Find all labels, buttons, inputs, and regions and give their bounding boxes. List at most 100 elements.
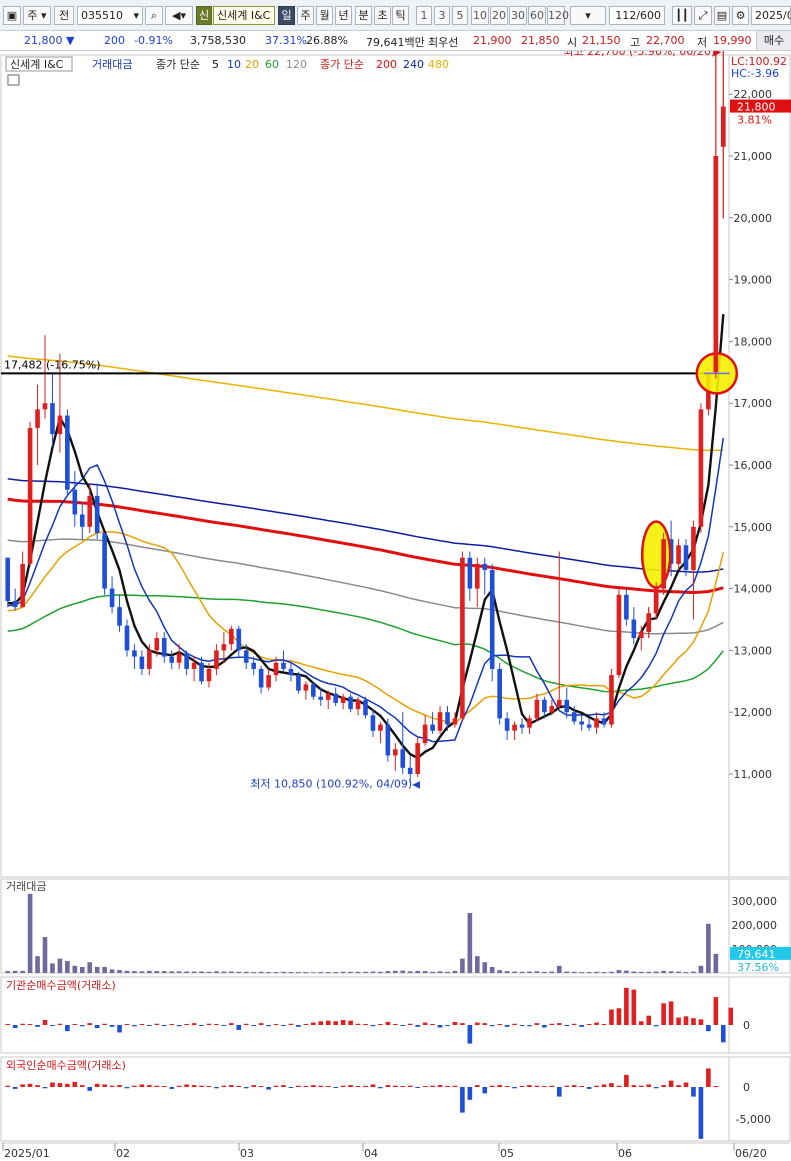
foreign-bar (229, 1085, 234, 1087)
volume-bar (698, 965, 704, 973)
candle-body (318, 696, 324, 700)
candle-body (698, 409, 704, 527)
institution-bar (683, 1016, 689, 1025)
institution-bar (504, 1025, 510, 1027)
institution-bar (191, 1023, 197, 1025)
ma480-line (7, 355, 724, 452)
interval-button-5[interactable]: 30 (509, 6, 527, 25)
candle-body (594, 718, 599, 728)
new-badge: 신 (196, 6, 212, 25)
candle-body (206, 668, 212, 682)
volume-bar (661, 970, 666, 973)
volume-bar (50, 963, 55, 973)
candle-body (437, 712, 443, 731)
stock-name-field[interactable]: 신세계 I&C (213, 6, 275, 25)
foreign-tick-label: -5,000 (736, 1113, 771, 1126)
expand-icon[interactable]: ⤢ (694, 6, 712, 25)
candle-body (348, 696, 353, 710)
period-tab-0[interactable]: 일 (278, 6, 295, 25)
volume-bar (400, 970, 406, 973)
candle-body (638, 631, 644, 639)
period-tab-2[interactable]: 월 (316, 6, 333, 25)
chevron-down-icon[interactable]: ▾ (133, 9, 139, 22)
institution-bar (355, 1023, 361, 1025)
foreign-bar (609, 1083, 614, 1087)
buy-button[interactable]: 매수 (756, 31, 791, 50)
volume-bar (437, 971, 443, 973)
institution-bar (325, 1020, 331, 1025)
gear-icon[interactable]: ⚙ (732, 6, 749, 25)
period-tab-3[interactable]: 년 (335, 6, 352, 25)
institution-bar (206, 1023, 212, 1025)
stock-code-input[interactable]: 035510 ▾ (77, 6, 143, 25)
legend-ma-long-240: 240 (403, 58, 424, 71)
volume-bar (206, 971, 212, 973)
interval-select[interactable]: ▾ (570, 6, 606, 25)
candle-body (474, 563, 480, 589)
jeon-button[interactable]: 전 (54, 6, 74, 25)
count-field[interactable]: 112/600 (609, 6, 665, 25)
volume-bar (281, 971, 286, 973)
market-type-select[interactable]: 주 ▾ (23, 6, 51, 25)
interval-button-3[interactable]: 10 (471, 6, 489, 25)
candle-body (601, 718, 607, 725)
volume-bar (713, 953, 719, 973)
volume-bar (527, 971, 532, 973)
volume-bar (452, 970, 458, 973)
institution-bar (415, 1025, 420, 1027)
period-tab-6[interactable]: 틱 (392, 6, 409, 25)
candle-body (79, 514, 85, 527)
candle-body (385, 724, 391, 756)
volume-bar (251, 972, 257, 973)
foreign-bar (27, 1083, 33, 1087)
volume-bar (489, 967, 495, 973)
institution-bar (161, 1025, 167, 1026)
candle-body (512, 724, 517, 731)
interval-button-1[interactable]: 3 (434, 6, 450, 25)
institution-bar (422, 1022, 428, 1025)
volume-tick-label: 300,000 (732, 895, 778, 908)
volume-bar (638, 971, 644, 973)
interval-button-2[interactable]: 5 (452, 6, 468, 25)
institution-bar (281, 1025, 286, 1026)
candle-body (109, 588, 115, 608)
candle-body (504, 718, 510, 731)
price-tick-label: 17,000 (734, 397, 773, 410)
institution-bar (87, 1023, 93, 1025)
interval-button-0[interactable]: 1 (416, 6, 432, 25)
candle-body (57, 415, 63, 435)
candle-body (27, 427, 33, 564)
interval-button-7[interactable]: 120 (547, 6, 569, 25)
foreign-bar (393, 1085, 398, 1087)
period-tab-1[interactable]: 주 (297, 6, 314, 25)
stock-chart[interactable]: 11,000 12,000 13,000 14,000 15,000 16,000 17,0… (0, 51, 791, 1161)
period-tab-4[interactable]: 분 (355, 6, 372, 25)
institution-bar (609, 1009, 614, 1025)
foreign-bar (437, 1085, 443, 1087)
institution-bar (79, 1025, 85, 1027)
institution-bar (370, 1025, 376, 1027)
current-price-tag-pct: 3.81% (737, 114, 772, 127)
interval-button-4[interactable]: 20 (490, 6, 508, 25)
institution-bar (273, 1024, 279, 1025)
volume-bar (214, 971, 219, 973)
search-icon[interactable]: ⌕ (145, 6, 163, 25)
volume-bar (676, 971, 681, 973)
interval-button-6[interactable]: 60 (528, 6, 546, 25)
candle-body-top (720, 106, 726, 147)
volume-bar (556, 965, 562, 973)
window-icon[interactable]: ▣ (3, 6, 21, 25)
candle-body (139, 656, 145, 669)
current-price: 21,800 ▼ (24, 34, 75, 47)
candle-body-top (661, 539, 666, 589)
sound-icon[interactable]: ◀▾ (165, 6, 193, 25)
foreign-bar (348, 1085, 353, 1087)
period-tab-5[interactable]: 초 (374, 6, 391, 25)
volume-bar (169, 971, 175, 973)
save-icon[interactable]: ▤ (714, 6, 730, 25)
candle-body (65, 415, 70, 490)
candle-type-icon[interactable]: ┃┃ (672, 6, 692, 25)
date-field[interactable]: 2025/0 (751, 6, 791, 25)
candle-body (564, 699, 570, 713)
ma200-line (7, 497, 724, 595)
